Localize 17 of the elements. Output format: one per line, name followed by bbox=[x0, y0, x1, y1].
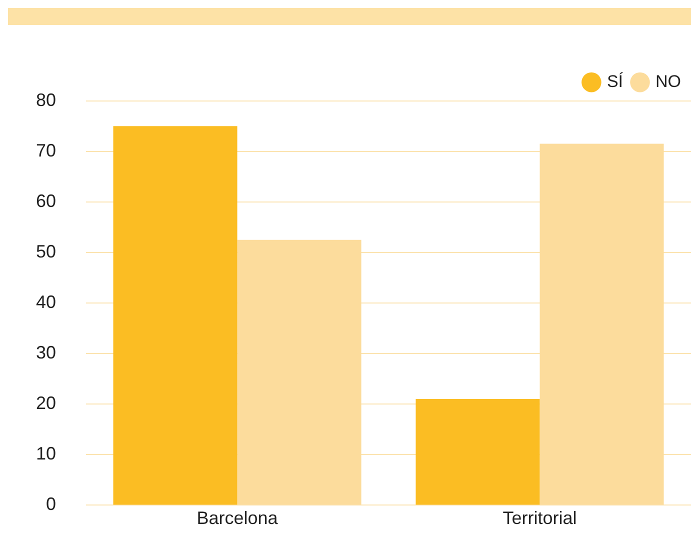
y-tick-label: 70 bbox=[36, 140, 56, 160]
legend-label: NO bbox=[656, 72, 681, 91]
y-tick-label: 40 bbox=[36, 292, 56, 312]
y-tick-label: 10 bbox=[36, 444, 56, 464]
y-tick-label: 20 bbox=[36, 393, 56, 414]
legend-label: SÍ bbox=[606, 72, 624, 91]
bar bbox=[237, 240, 362, 505]
bar bbox=[540, 144, 664, 505]
y-tick-label: 0 bbox=[46, 494, 56, 514]
bar bbox=[113, 126, 238, 505]
bar bbox=[416, 399, 540, 505]
x-tick-label: Territorial bbox=[502, 508, 577, 528]
y-tick-label: 60 bbox=[36, 190, 56, 211]
y-tick-label: 80 bbox=[36, 90, 56, 110]
y-tick-label: 30 bbox=[36, 342, 56, 363]
x-tick-label: Barcelona bbox=[196, 508, 279, 528]
y-tick-label: 50 bbox=[36, 241, 56, 262]
